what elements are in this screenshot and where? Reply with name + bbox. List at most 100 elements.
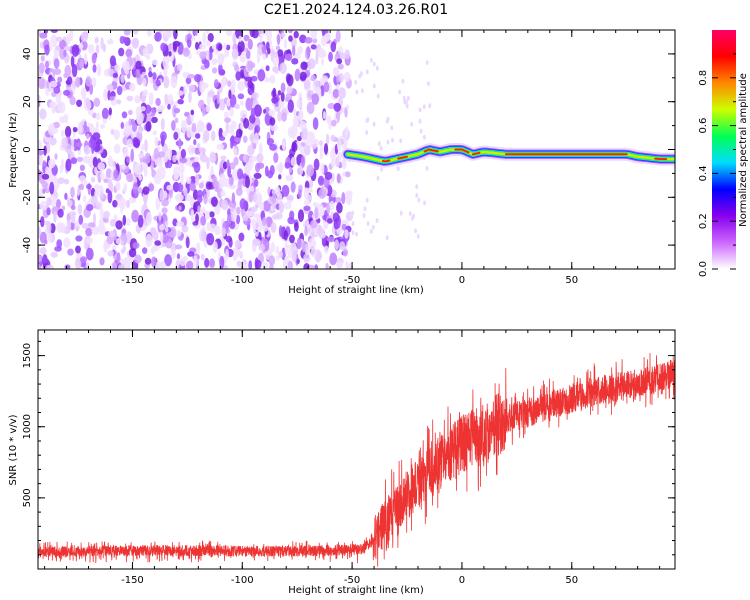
noise-blob	[271, 193, 277, 204]
noise-blob	[330, 134, 336, 142]
noise-blob	[162, 56, 169, 69]
noise-blob	[317, 175, 325, 186]
noise-blob	[159, 224, 166, 231]
noise-blob	[223, 111, 229, 119]
noise-blob	[320, 162, 325, 175]
noise-blob	[266, 30, 272, 41]
noise-blob	[339, 52, 347, 60]
noise-speck	[375, 218, 379, 224]
noise-blob	[293, 30, 299, 39]
noise-blob	[288, 35, 293, 42]
noise-blob	[126, 138, 133, 148]
noise-blob	[247, 122, 254, 131]
noise-blob	[341, 157, 347, 170]
noise-blob	[287, 216, 295, 225]
noise-blob	[39, 153, 43, 166]
noise-blob	[157, 104, 166, 111]
noise-blob	[294, 116, 299, 128]
noise-blob	[261, 44, 267, 54]
noise-blob	[155, 79, 161, 87]
noise-blob	[201, 106, 206, 117]
noise-blob	[250, 75, 258, 82]
noise-blob	[239, 198, 247, 210]
noise-blob	[45, 88, 50, 96]
noise-blob	[159, 189, 164, 202]
noise-blob	[59, 39, 66, 50]
noise-blob	[281, 184, 290, 197]
snr-ylabel: SNR (10 * v/v)	[8, 414, 19, 485]
noise-blob	[65, 158, 72, 172]
noise-blob	[142, 47, 149, 58]
noise-speck	[372, 83, 376, 89]
noise-blob	[297, 46, 304, 55]
noise-blob	[148, 92, 154, 103]
noise-blob	[148, 183, 155, 192]
noise-blob	[63, 178, 70, 185]
noise-blob	[123, 183, 128, 193]
ridge-core	[397, 155, 408, 160]
noise-blob	[281, 140, 286, 150]
noise-blob	[43, 145, 47, 156]
noise-blob	[163, 190, 168, 199]
noise-blob	[254, 178, 259, 187]
noise-speck	[377, 141, 381, 147]
noise-blob	[297, 209, 305, 223]
noise-blob	[247, 80, 253, 89]
noise-blob	[196, 242, 201, 256]
noise-blob	[310, 219, 318, 229]
noise-blob	[272, 214, 278, 220]
noise-blob	[284, 255, 290, 264]
noise-speck	[415, 193, 419, 198]
noise-blob	[178, 205, 182, 211]
noise-blob	[230, 199, 237, 209]
noise-blob	[198, 182, 204, 189]
noise-blob	[337, 151, 342, 161]
noise-blob	[115, 220, 123, 230]
noise-blob	[109, 55, 116, 67]
noise-blob	[194, 74, 201, 83]
noise-blob	[234, 137, 241, 143]
noise-blob	[237, 93, 245, 100]
noise-blob	[111, 261, 118, 269]
noise-blob	[155, 261, 162, 269]
noise-blob	[160, 131, 167, 142]
noise-blob	[69, 96, 76, 106]
noise-blob	[189, 196, 194, 207]
noise-blob	[172, 42, 177, 52]
noise-blob	[199, 51, 207, 60]
noise-blob	[93, 97, 101, 108]
noise-blob	[74, 220, 81, 232]
noise-blob	[277, 111, 282, 122]
noise-blob	[60, 129, 65, 137]
noise-blob	[332, 88, 340, 99]
noise-blob	[229, 136, 237, 144]
noise-blob	[237, 168, 244, 180]
noise-blob	[142, 186, 150, 195]
noise-blob	[95, 112, 101, 121]
noise-blob	[332, 212, 340, 223]
spectrogram-panel: -150 -100 -50 0 50 -40 -20 0 20 40 Height of stra…	[8, 29, 676, 296]
noise-blob	[181, 225, 189, 233]
noise-blob	[110, 128, 115, 135]
noise-blob	[268, 109, 275, 117]
noise-blob	[306, 46, 311, 59]
noise-blob	[230, 94, 237, 108]
noise-blob	[55, 92, 62, 104]
noise-blob	[177, 99, 184, 105]
noise-blob	[237, 80, 246, 91]
noise-blob	[67, 248, 74, 256]
noise-blob	[131, 121, 138, 132]
noise-blob	[218, 63, 223, 76]
noise-blob	[59, 164, 63, 174]
noise-blob	[71, 64, 78, 78]
noise-blob	[140, 144, 145, 151]
noise-blob	[85, 247, 94, 261]
noise-blob	[336, 58, 343, 65]
noise-blob	[195, 41, 199, 51]
noise-blob	[38, 76, 45, 90]
noise-blob	[154, 136, 159, 147]
noise-blob	[94, 184, 100, 192]
noise-blob	[144, 139, 148, 153]
noise-blob	[46, 221, 52, 234]
noise-blob	[274, 51, 278, 58]
